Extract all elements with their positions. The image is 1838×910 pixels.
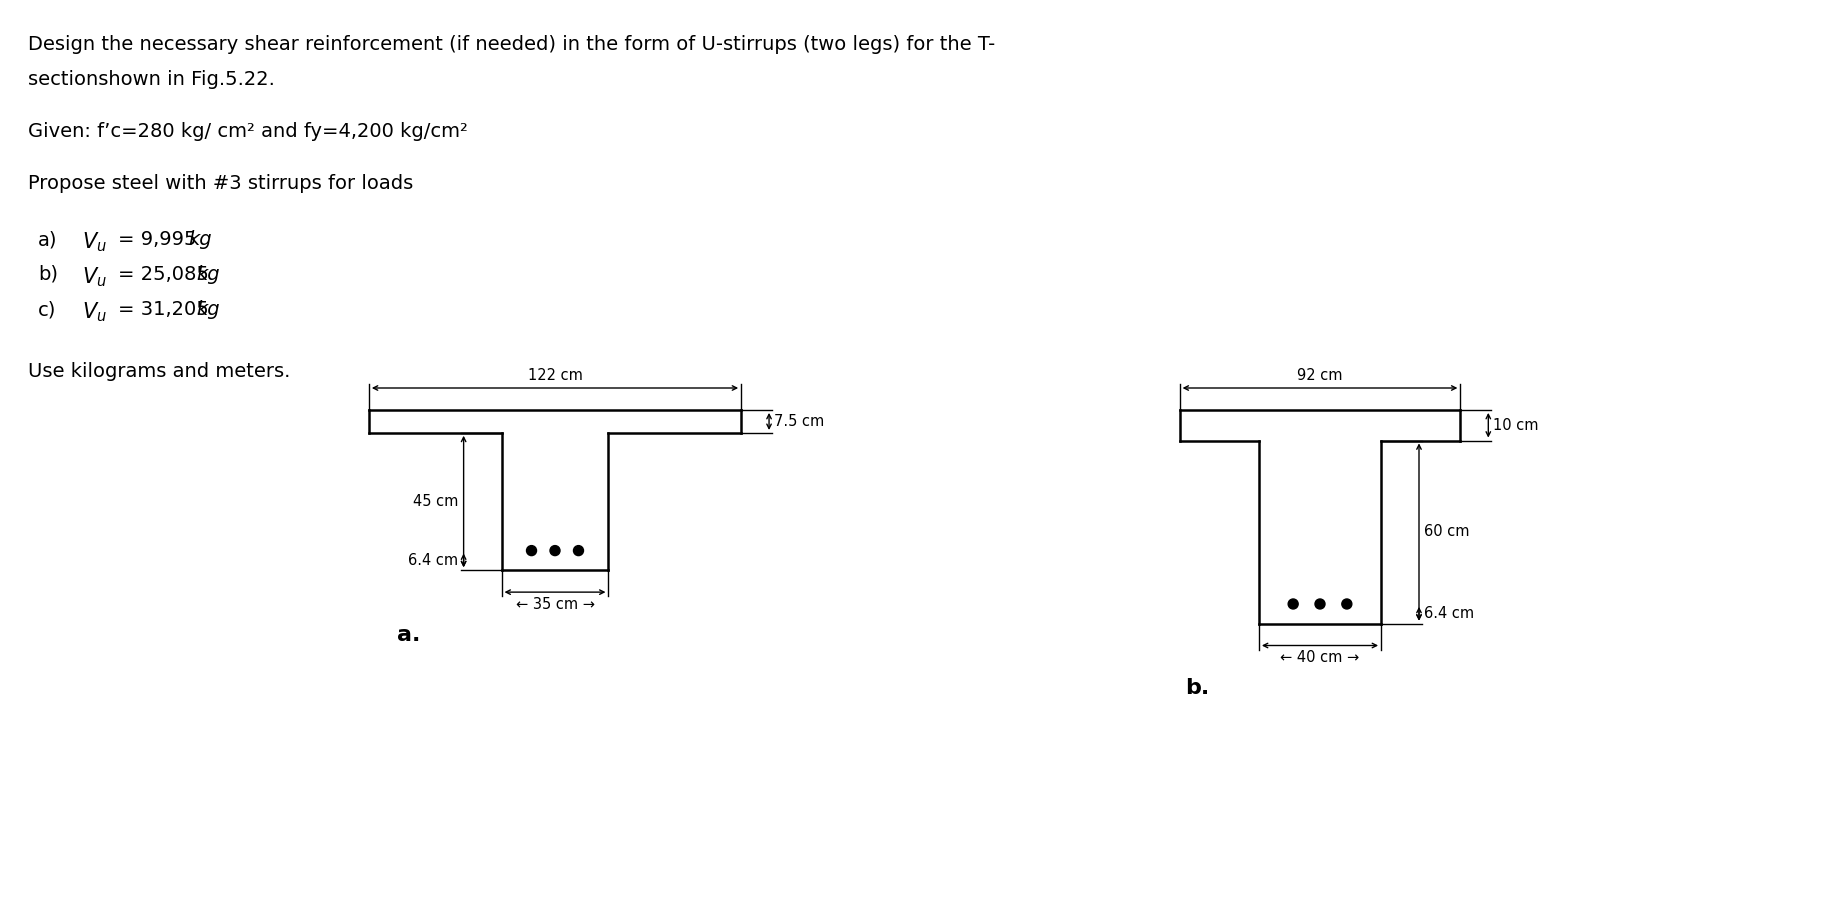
- Text: b): b): [39, 265, 59, 284]
- Text: 45 cm: 45 cm: [414, 494, 460, 509]
- Text: 10 cm: 10 cm: [1492, 418, 1538, 433]
- Circle shape: [1342, 599, 1351, 609]
- Circle shape: [1288, 599, 1298, 609]
- Text: Given: f’c=280 kg/ cm² and fy=4,200 kg/cm²: Given: f’c=280 kg/ cm² and fy=4,200 kg/c…: [28, 122, 469, 141]
- Text: b.: b.: [1186, 679, 1209, 699]
- Text: = 31,205: = 31,205: [118, 300, 210, 319]
- Text: c): c): [39, 300, 57, 319]
- Text: 122 cm: 122 cm: [528, 368, 583, 383]
- Text: ← 35 cm →: ← 35 cm →: [515, 597, 594, 612]
- Text: Propose steel with #3 stirrups for loads: Propose steel with #3 stirrups for loads: [28, 174, 414, 193]
- Circle shape: [573, 546, 583, 556]
- Text: 7.5 cm: 7.5 cm: [774, 414, 823, 429]
- Text: 92 cm: 92 cm: [1298, 368, 1344, 383]
- Circle shape: [550, 546, 561, 556]
- Text: a): a): [39, 230, 57, 249]
- Text: Use kilograms and meters.: Use kilograms and meters.: [28, 362, 290, 381]
- Text: kg: kg: [197, 265, 219, 284]
- Text: 60 cm: 60 cm: [1424, 524, 1470, 540]
- Text: ← 40 cm →: ← 40 cm →: [1281, 651, 1360, 665]
- Text: 6.4 cm: 6.4 cm: [408, 553, 460, 568]
- Text: sectionshown in Fig.5.22.: sectionshown in Fig.5.22.: [28, 70, 276, 89]
- Text: kg: kg: [187, 230, 211, 249]
- Text: kg: kg: [197, 300, 219, 319]
- Text: 6.4 cm: 6.4 cm: [1424, 606, 1474, 622]
- Text: $\mathit{V}_{\mathit{u}}$: $\mathit{V}_{\mathit{u}}$: [83, 300, 107, 324]
- Circle shape: [1314, 599, 1325, 609]
- Text: $\mathit{V}_{\mathit{u}}$: $\mathit{V}_{\mathit{u}}$: [83, 265, 107, 288]
- Circle shape: [526, 546, 537, 556]
- Text: $\mathit{V}_{\mathit{u}}$: $\mathit{V}_{\mathit{u}}$: [83, 230, 107, 254]
- Text: = 9,995: = 9,995: [118, 230, 197, 249]
- Text: a.: a.: [397, 625, 421, 645]
- Text: Design the necessary shear reinforcement (if needed) in the form of U-stirrups (: Design the necessary shear reinforcement…: [28, 35, 994, 54]
- Text: = 25,085: = 25,085: [118, 265, 210, 284]
